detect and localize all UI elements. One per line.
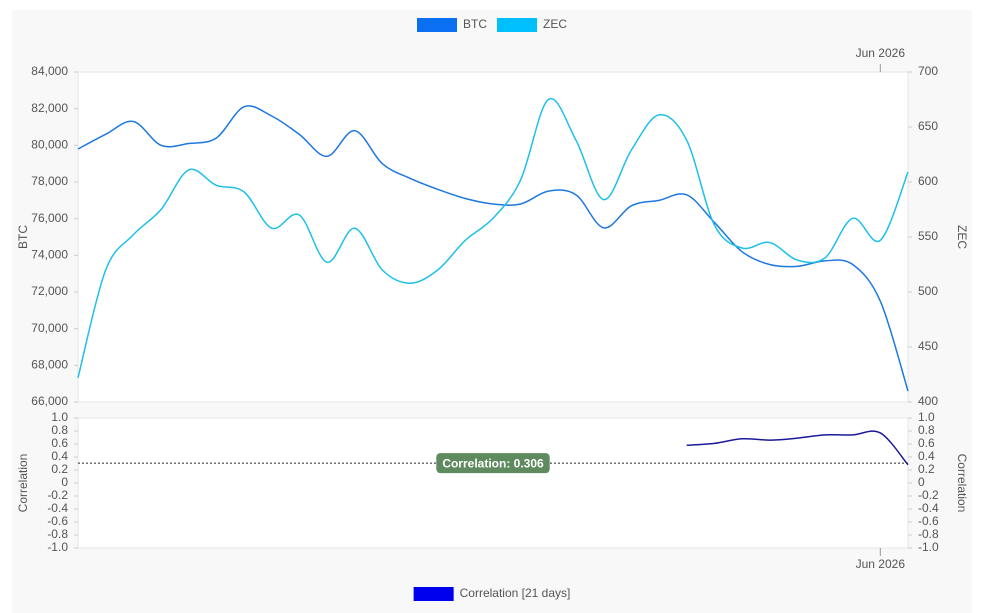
annotation-box bbox=[436, 453, 550, 474]
legend-label: ZEC bbox=[543, 17, 567, 31]
y2-tick-label: 0.6 bbox=[918, 436, 935, 450]
y2-tick-label: 650 bbox=[918, 119, 938, 133]
legend-label: BTC bbox=[463, 17, 487, 31]
y2-tick-label: 400 bbox=[918, 394, 938, 408]
y2-tick-label: 550 bbox=[918, 229, 938, 243]
series-line bbox=[686, 430, 909, 466]
y-tick-label: 74,000 bbox=[31, 248, 68, 262]
y-tick-label: 82,000 bbox=[31, 101, 68, 115]
y2-axis-title: ZEC bbox=[955, 225, 969, 249]
y-tick-label: 0.2 bbox=[51, 462, 68, 476]
x-tick-label: Jun 2026 bbox=[856, 46, 906, 60]
y-axis-title: Correlation bbox=[16, 454, 30, 513]
y-tick-label: -0.2 bbox=[47, 488, 68, 502]
y2-tick-label: -0.8 bbox=[918, 527, 939, 541]
y-tick-label: 84,000 bbox=[31, 64, 68, 78]
y-tick-label: 80,000 bbox=[31, 138, 68, 152]
y2-tick-label: 700 bbox=[918, 64, 938, 78]
legend-label: Correlation [21 days] bbox=[460, 586, 571, 600]
y-axis-title: BTC bbox=[16, 225, 30, 249]
y-tick-label: 70,000 bbox=[31, 321, 68, 335]
y2-tick-label: -0.6 bbox=[918, 514, 939, 528]
y2-tick-label: -1.0 bbox=[918, 540, 939, 554]
y2-axis-title: Correlation bbox=[955, 454, 969, 513]
y2-tick-label: -0.2 bbox=[918, 488, 939, 502]
y2-tick-label: 0.8 bbox=[918, 423, 935, 437]
y2-tick-label: 600 bbox=[918, 174, 938, 188]
y2-tick-label: 500 bbox=[918, 284, 938, 298]
legend-swatch bbox=[497, 18, 537, 32]
series-line bbox=[77, 97, 909, 378]
y-tick-label: 68,000 bbox=[31, 358, 68, 372]
legend-swatch bbox=[417, 18, 457, 32]
series-line bbox=[77, 105, 909, 392]
y-tick-label: 78,000 bbox=[31, 174, 68, 188]
legend-swatch bbox=[413, 587, 454, 601]
y2-tick-label: 450 bbox=[918, 339, 938, 353]
y-tick-label: -0.6 bbox=[47, 514, 68, 528]
legend: Correlation [21 days] bbox=[413, 586, 571, 601]
y-tick-label: -0.4 bbox=[47, 501, 68, 515]
annotation-label: Correlation: 0.306 bbox=[442, 456, 544, 470]
y2-tick-label: 0 bbox=[918, 475, 925, 489]
plot-area bbox=[77, 417, 909, 549]
legend: BTC ZEC bbox=[417, 17, 567, 32]
y2-tick-label: 1.0 bbox=[918, 410, 935, 424]
y-tick-label: 72,000 bbox=[31, 284, 68, 298]
y2-tick-label: 0.2 bbox=[918, 462, 935, 476]
y2-tick-label: -0.4 bbox=[918, 501, 939, 515]
y-tick-label: -0.8 bbox=[47, 527, 68, 541]
x-tick-label: Jun 2026 bbox=[856, 557, 906, 571]
y-tick-label: 76,000 bbox=[31, 211, 68, 225]
y-tick-label: 1.0 bbox=[51, 410, 68, 424]
y-tick-label: 0.4 bbox=[51, 449, 68, 463]
y-tick-label: 0.8 bbox=[51, 423, 68, 437]
plot-area bbox=[77, 71, 909, 403]
y-tick-label: 0.6 bbox=[51, 436, 68, 450]
y-tick-label: 0 bbox=[61, 475, 68, 489]
y-tick-label: -1.0 bbox=[47, 540, 68, 554]
y-tick-label: 66,000 bbox=[31, 394, 68, 408]
y2-tick-label: 0.4 bbox=[918, 449, 935, 463]
